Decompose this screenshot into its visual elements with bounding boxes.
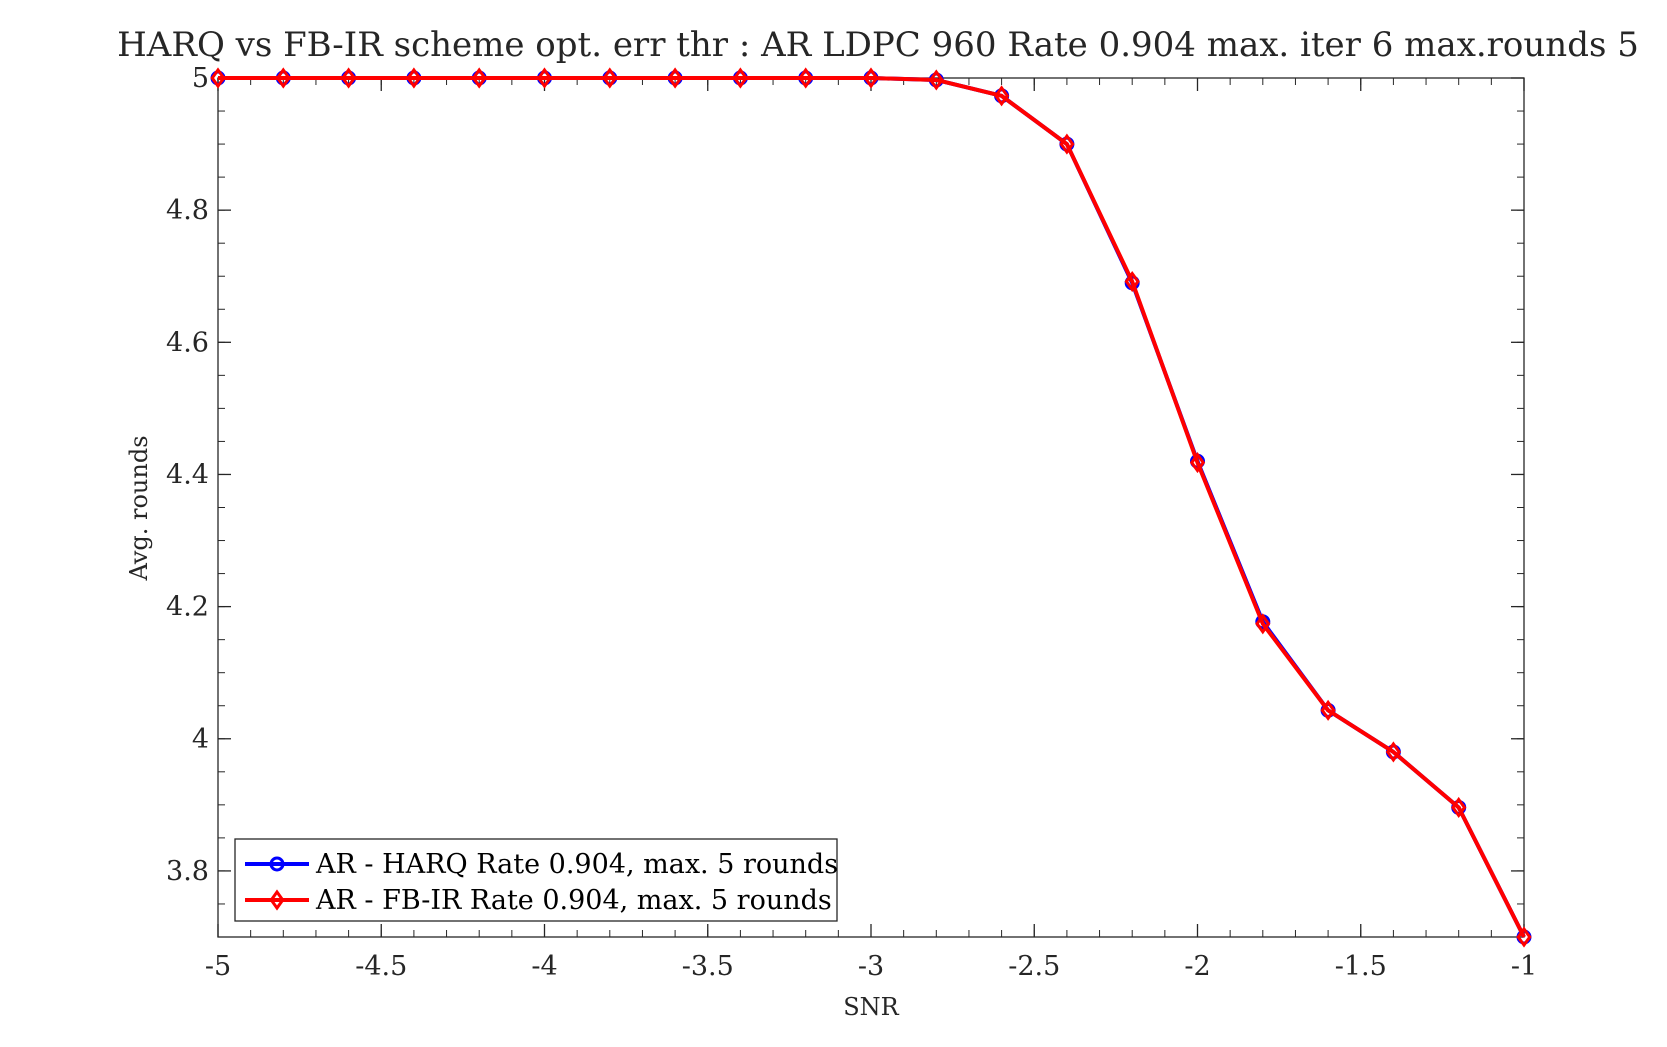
x-tick-label: -5 [205,951,231,982]
series-2-point [928,69,944,91]
series-2-point [340,67,357,89]
x-axis-label: SNR [843,993,899,1021]
series-2-point [1320,699,1336,721]
x-tick-label: -1 [1511,951,1537,982]
y-tick-label: 4.6 [166,327,209,358]
legend-label: AR - HARQ Rate 0.904, max. 5 rounds [315,849,838,880]
series-2-point [863,67,879,89]
series-2-point [667,67,683,89]
x-tick-label: -2.5 [1008,951,1060,982]
series-layer [210,67,1532,948]
x-tick-label: -4 [531,951,557,982]
series-2-point [732,67,749,89]
series-2-point [993,85,1010,107]
x-tick-label: -3.5 [682,951,734,982]
series-2-point [210,67,226,89]
series-2-line [218,76,1526,938]
plot-area [218,78,1524,937]
series-2-point [798,67,814,89]
legend-box [234,838,838,922]
series-2-point [602,67,618,89]
series-2-point [406,67,422,89]
legend-entry-1: AR - HARQ Rate 0.904, max. 5 rounds [245,849,838,880]
series-2-point [1451,796,1467,819]
y-tick-label: 5 [192,63,209,94]
series-2-point [1059,133,1075,155]
series-2-point [1124,270,1140,293]
legend-marker [269,889,285,911]
x-tick-label: -3 [858,951,884,982]
x-tick-label: -1.5 [1335,951,1387,982]
y-tick-label: 4.8 [166,195,209,226]
y-tick-label: 4 [192,724,209,755]
series-2-point [275,67,291,89]
x-tick-label: -4.5 [355,951,407,982]
series-2-point [1385,741,1402,763]
legend-entries: AR - HARQ Rate 0.904, max. 5 rounds AR - … [245,849,838,916]
x-tick-label: -2 [1184,951,1210,982]
series-2-point [1255,613,1271,635]
legend-entry-2: AR - FB-IR Rate 0.904, max. 5 rounds [245,885,832,916]
legend-marker [269,856,285,872]
x-tick-labels: -5 -4.5 -4 -3.5 -3 -2.5 -2 -1.5 -1 [205,951,1537,982]
chart-title: HARQ vs FB-IR scheme opt. err thr : AR L… [117,25,1639,65]
series-2-point [536,67,553,89]
y-axis-label: Avg. rounds [125,435,153,581]
series-2 [210,67,1532,948]
series-2-point [471,67,487,89]
y-tick-label: 3.8 [166,856,209,887]
y-tick-label: 4.4 [166,459,209,490]
y-tick-label: 4.2 [166,592,209,623]
series-2-point [1189,452,1206,474]
y-tick-labels: 3.8 4 4.2 4.4 4.6 4.8 5 [166,63,209,887]
legend-label: AR - FB-IR Rate 0.904, max. 5 rounds [315,885,832,916]
series-2-point [1516,926,1532,948]
legend: AR - HARQ Rate 0.904, max. 5 rounds AR - … [234,838,838,922]
